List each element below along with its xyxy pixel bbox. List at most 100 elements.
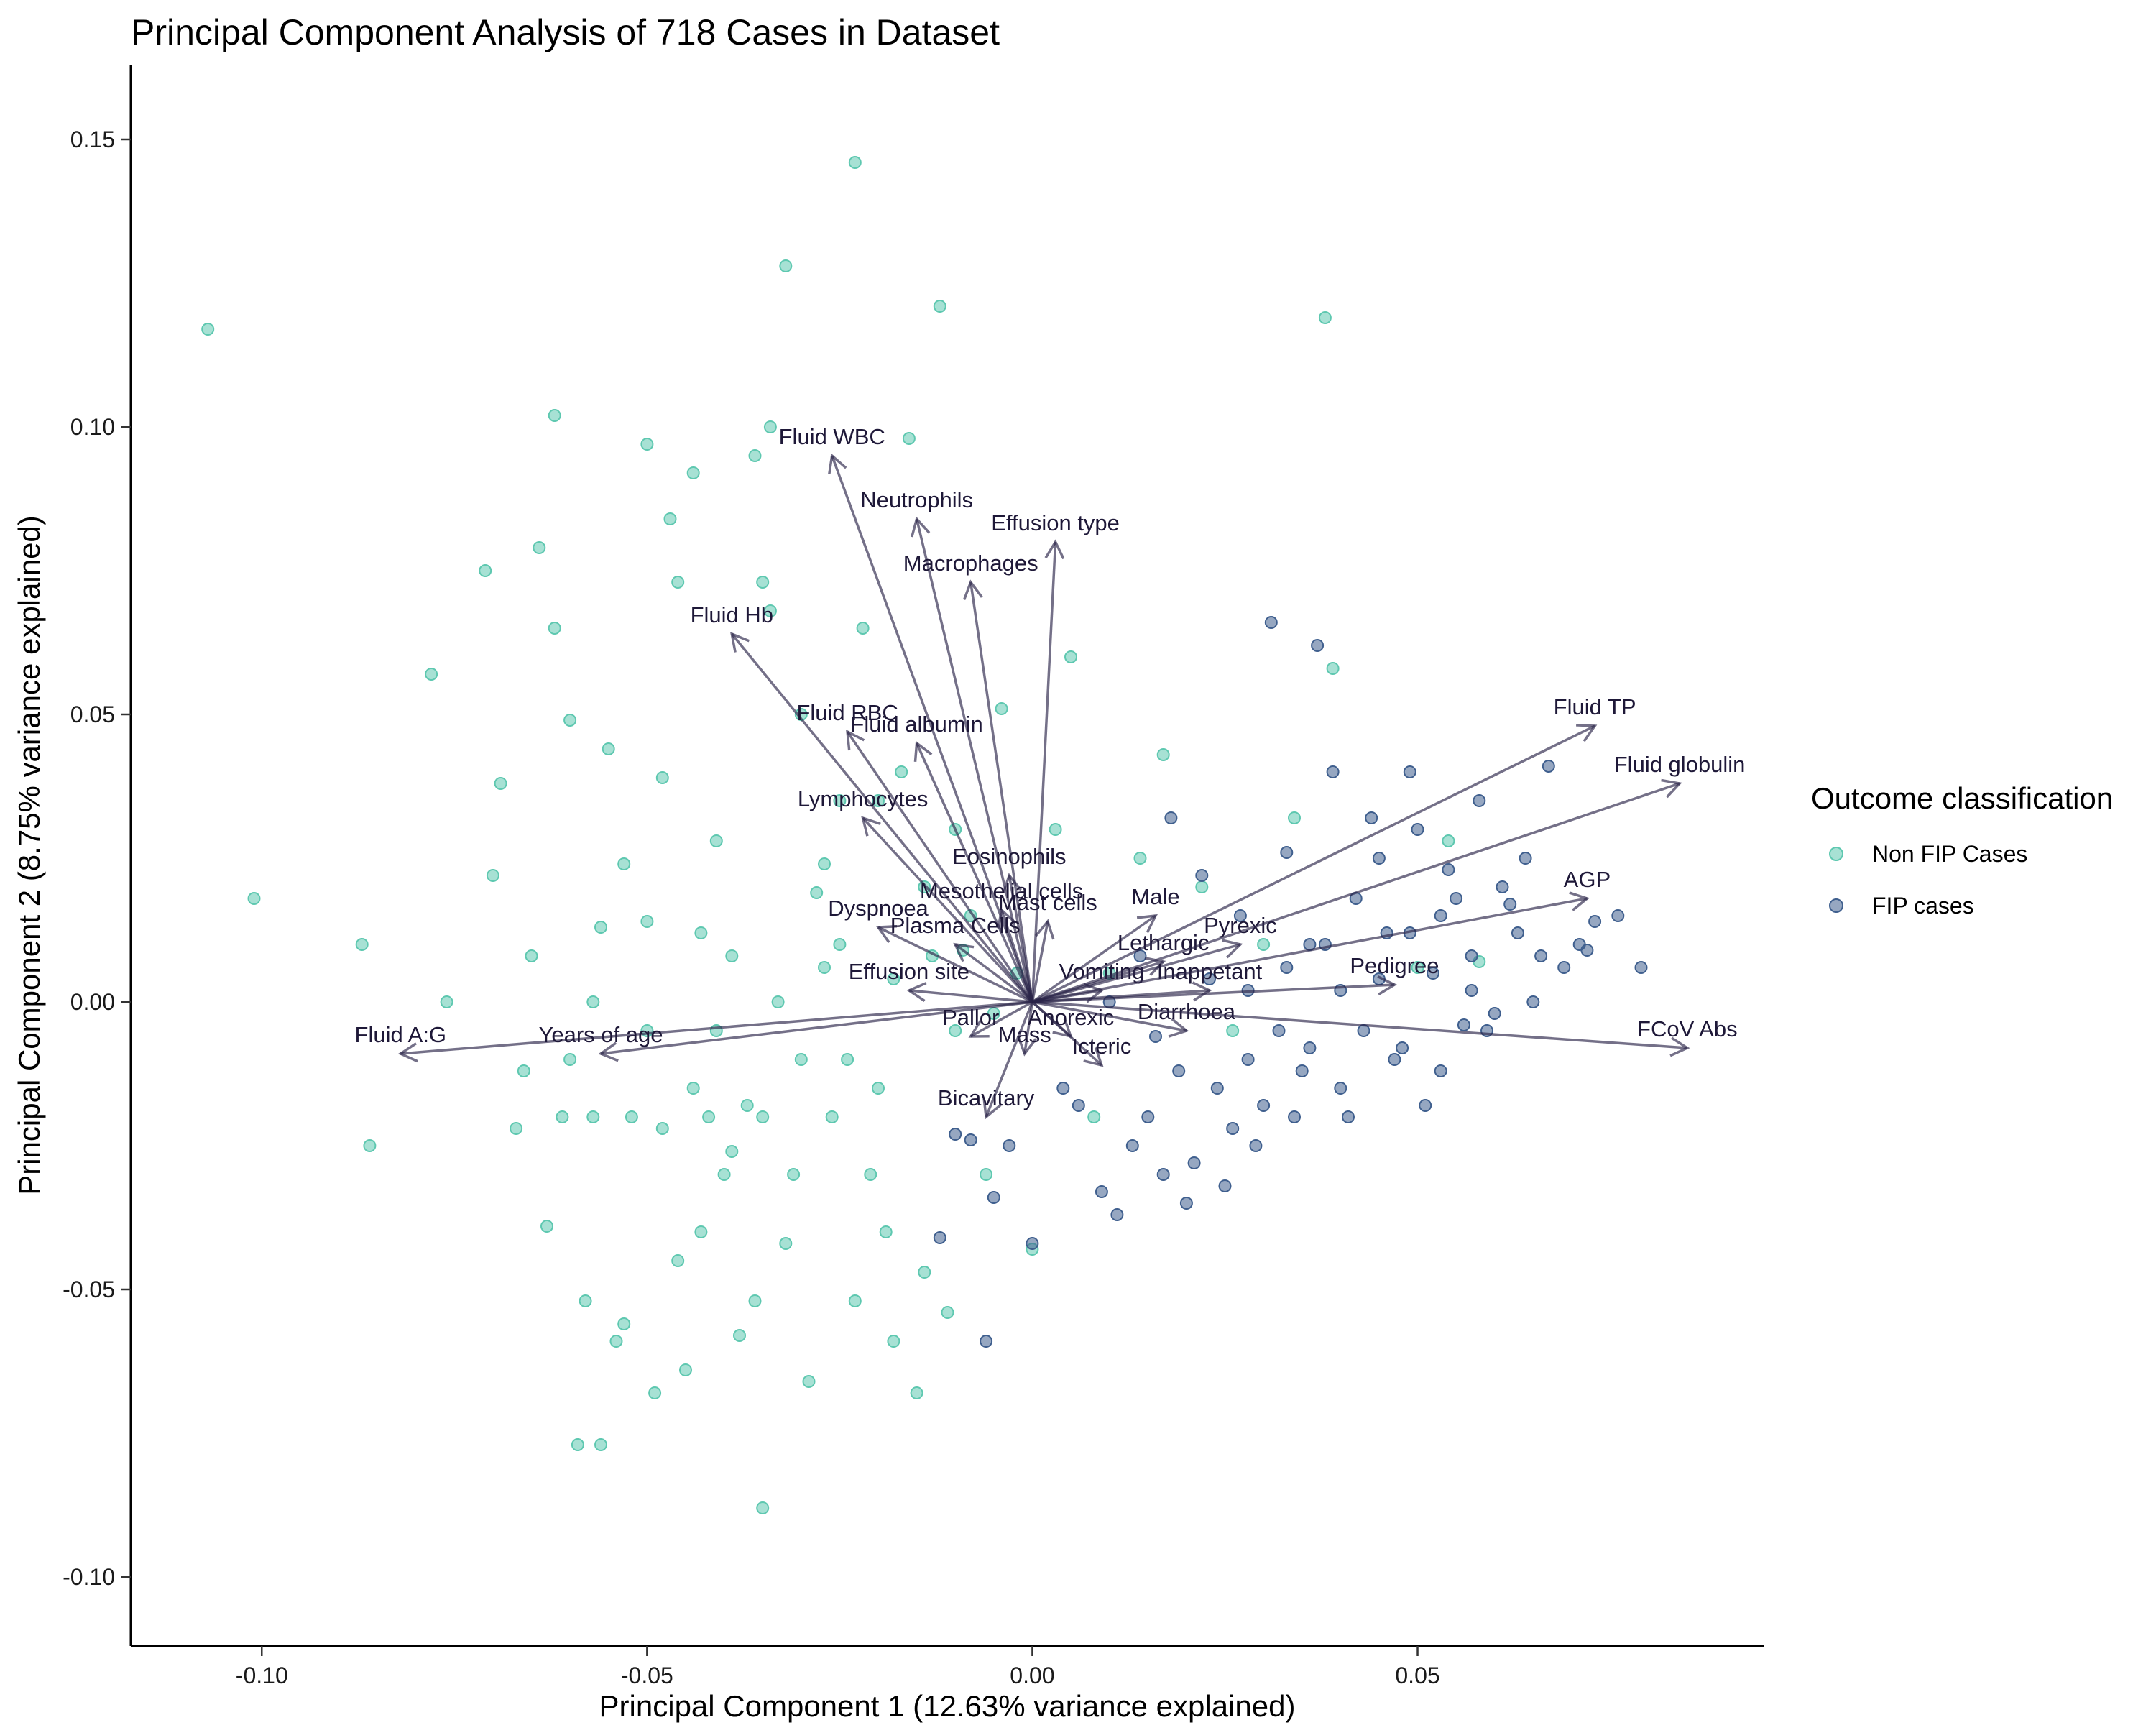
loading-label-years-of-age: Years of age: [539, 1022, 663, 1047]
fip-point-79: [1519, 852, 1532, 865]
loading-arrow-pedigree: [1032, 983, 1395, 1003]
legend: Outcome classification Non FIP Cases FIP …: [1811, 781, 2113, 919]
fip-point-4: [987, 1191, 1000, 1204]
fip-point-41: [1542, 760, 1555, 773]
non-fip-point-59: [856, 622, 870, 635]
fip-point-52: [1365, 811, 1378, 824]
legend-swatch-0: [1829, 847, 1843, 861]
non-fip-point-44: [748, 1294, 762, 1307]
fip-point-72: [1280, 961, 1294, 974]
non-fip-point-20: [579, 1294, 592, 1307]
non-fip-point-38: [702, 1110, 716, 1123]
loading-label-fluid-albumin: Fluid albumin: [850, 712, 982, 737]
loading-label-fluid-a-g: Fluid A:G: [355, 1022, 447, 1047]
non-fip-point-49: [779, 259, 793, 272]
fip-point-12: [1141, 1110, 1155, 1123]
fip-point-42: [1557, 961, 1571, 974]
fip-point-15: [1187, 1156, 1201, 1169]
fip-point-7: [1056, 1082, 1070, 1095]
fip-point-69: [1149, 1030, 1162, 1043]
non-fip-point-83: [1195, 880, 1209, 893]
non-fip-point-3: [363, 1139, 377, 1152]
non-fip-point-109: [694, 1225, 708, 1238]
non-fip-point-50: [787, 1168, 801, 1181]
non-fip-point-106: [848, 1294, 862, 1307]
fip-point-66: [1488, 1007, 1501, 1020]
fip-point-32: [1411, 823, 1424, 836]
non-fip-point-111: [833, 794, 847, 807]
non-fip-point-56: [833, 938, 847, 951]
fip-point-10: [1110, 1208, 1124, 1221]
loading-arrow-agp: [1032, 897, 1588, 1003]
non-fip-point-7: [486, 869, 499, 882]
loading-label-mesothelial-cells: Mesothelial cells: [920, 878, 1083, 903]
loading-arrowhead-macrophages: [962, 579, 983, 601]
non-fip-point-12: [533, 541, 546, 554]
non-fip-point-61: [872, 794, 885, 807]
loading-arrow-fcov-abs: [1032, 1000, 1687, 1049]
non-fip-point-27: [625, 1110, 638, 1123]
loading-arrow-mast-cells: [1031, 921, 1049, 1003]
y-axis-title: Principal Component 2 (8.75% variance ex…: [12, 515, 46, 1195]
loading-label-effusion-site: Effusion site: [849, 959, 969, 984]
non-fip-point-30: [648, 1386, 662, 1399]
non-fip-point-52: [802, 1375, 816, 1388]
fip-point-78: [1465, 984, 1478, 997]
non-fip-point-89: [1411, 961, 1424, 974]
non-fip-point-90: [1442, 834, 1455, 847]
non-fip-point-19: [571, 1438, 584, 1451]
non-fip-point-73: [980, 1168, 993, 1181]
non-fip-point-48: [771, 995, 785, 1008]
loading-arrow-years-of-age: [600, 1000, 1033, 1055]
non-fip-point-18: [563, 1053, 577, 1066]
fip-point-21: [1272, 1024, 1286, 1037]
loading-label-eosinophils: Eosinophils: [952, 844, 1067, 869]
fip-point-38: [1496, 880, 1509, 893]
non-fip-point-25: [609, 1335, 623, 1348]
non-fip-point-78: [1064, 650, 1077, 663]
y-tick-label: 0.00: [70, 989, 115, 1015]
fip-point-77: [1434, 909, 1447, 922]
non-fip-point-45: [756, 576, 770, 589]
y-tick-label: 0.10: [70, 414, 115, 440]
fip-point-59: [1218, 1179, 1232, 1192]
legend-label-1: FIP cases: [1872, 893, 1974, 919]
non-fip-point-92: [763, 420, 777, 433]
loading-arrowhead-bicavitary: [982, 1098, 1002, 1120]
y-ticks: -0.10 -0.05 0.00 0.05 0.10 0.15: [63, 126, 131, 1590]
fip-point-49: [1233, 909, 1247, 922]
fip-point-62: [1342, 1110, 1355, 1123]
loading-label-pallor: Pallor: [942, 1005, 999, 1030]
fip-point-56: [1503, 898, 1517, 911]
non-fip-point-103: [655, 1122, 669, 1135]
non-fip-point-37: [694, 926, 708, 939]
loading-arrow-pyrexic: [1031, 943, 1241, 1003]
non-fip-point-57: [841, 1053, 854, 1066]
non-fip-point-42: [733, 1329, 746, 1342]
non-fip-point-107: [918, 1266, 931, 1279]
loading-arrowhead-fluid-rbc: [846, 729, 865, 751]
loading-label-lethargic: Lethargic: [1118, 930, 1210, 955]
loading-arrow-mesothelial-cells: [1000, 909, 1034, 1003]
non-fip-point-8: [494, 777, 507, 790]
fip-point-0: [933, 1231, 946, 1244]
y-tick-label: -0.10: [63, 1564, 115, 1590]
x-tick-label: -0.10: [236, 1662, 288, 1688]
fip-point-17: [1226, 1122, 1240, 1135]
fip-point-58: [1179, 1197, 1193, 1210]
loading-label-mast-cells: Mast cells: [998, 890, 1097, 915]
loading-arrowhead-mast-cells: [1034, 919, 1055, 940]
non-fip-point-88: [1326, 662, 1340, 675]
fip-point-47: [1164, 811, 1178, 824]
non-fip-point-54: [818, 857, 831, 870]
loading-arrowhead-icteric: [1083, 1046, 1104, 1067]
non-fip-point-11: [525, 949, 538, 962]
fip-point-44: [1588, 915, 1602, 928]
non-fip-point-64: [895, 765, 908, 778]
fip-point-29: [1372, 852, 1386, 865]
fip-point-46: [1634, 961, 1648, 974]
non-fip-point-1: [247, 892, 261, 905]
loading-label-bicavitary: Bicavitary: [938, 1085, 1035, 1110]
non-fip-point-105: [779, 1237, 793, 1250]
non-fip-point-53: [810, 886, 824, 899]
